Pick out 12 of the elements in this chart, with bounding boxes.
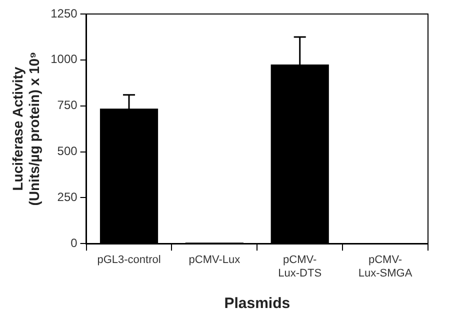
x-tick-label: pCMV-Lux-SMGA xyxy=(358,254,413,280)
y-tick-label: 0 xyxy=(70,236,78,250)
x-tick-label: pGL3-control xyxy=(97,254,161,266)
y-tick-label: 750 xyxy=(57,98,78,112)
y-tick-label: 250 xyxy=(57,190,78,204)
y-tick-label: 500 xyxy=(57,144,78,158)
x-tick-label: pCMV-Lux-DTS xyxy=(278,254,322,280)
x-axis-title: Plasmids xyxy=(224,295,290,312)
y-tick-label: 1000 xyxy=(50,52,78,66)
y-axis-title: Luciferase Activity (Units/µg protein) x 10⁹ xyxy=(9,52,42,206)
y-tick-label: 1250 xyxy=(50,6,78,20)
x-tick-label: pCMV-Lux xyxy=(188,254,241,266)
